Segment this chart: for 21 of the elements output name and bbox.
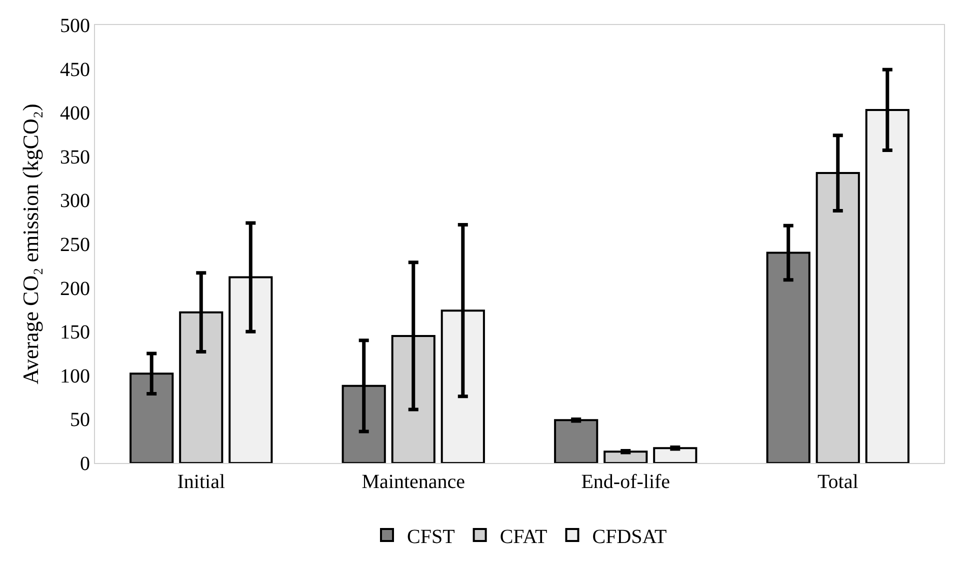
y-tick-label: 150: [60, 322, 90, 344]
bar: [653, 447, 698, 463]
y-tick-label: 50: [70, 409, 90, 432]
legend-label: CFDSAT: [592, 526, 667, 548]
y-tick-label: 250: [60, 234, 90, 256]
y-tick-label: 100: [60, 365, 90, 388]
x-tick-label: Maintenance: [362, 471, 466, 493]
y-tick-label: 300: [60, 190, 90, 212]
y-axis-title: Average CO₂ emission (kgCO₂): [18, 104, 43, 384]
y-tick-label: 450: [60, 58, 90, 81]
legend-label: CFAT: [500, 526, 548, 548]
y-tick-label: 500: [60, 15, 90, 37]
y-tick-label: 350: [60, 146, 90, 168]
y-tick-label: 400: [60, 102, 90, 125]
x-tick-label: Total: [817, 471, 859, 493]
x-tick-label: Initial: [177, 471, 226, 493]
y-tick-label: 200: [60, 278, 90, 300]
bar: [554, 419, 598, 463]
legend-label: CFST: [407, 526, 455, 548]
x-tick-label: End-of-life: [581, 471, 670, 493]
y-tick-label: 0: [80, 453, 90, 475]
